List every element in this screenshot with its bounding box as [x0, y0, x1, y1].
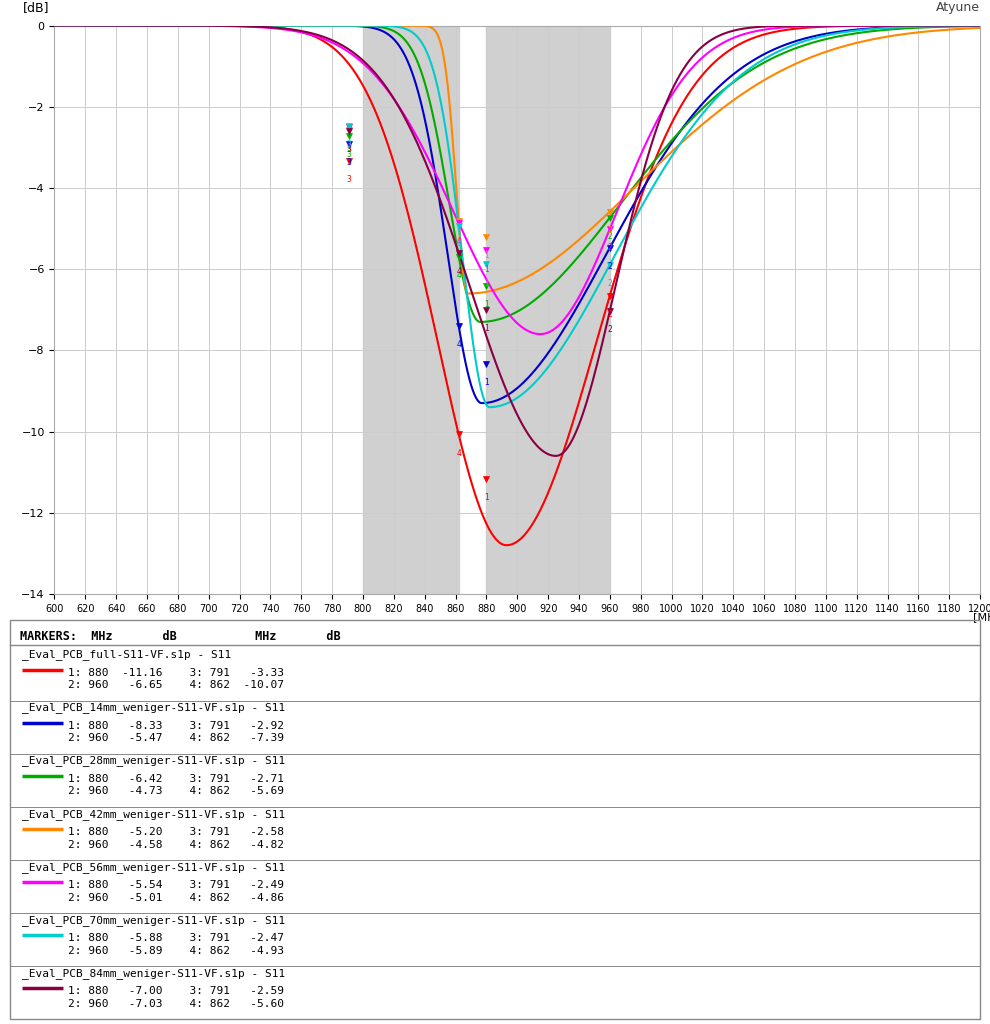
- Text: 2: 2: [608, 309, 612, 318]
- Text: 1: 1: [484, 251, 489, 260]
- Text: _Eval_PCB_56mm_weniger-S11-VF.s1p - S11: _Eval_PCB_56mm_weniger-S11-VF.s1p - S11: [22, 862, 285, 872]
- Text: 1: 880  -11.16    3: 791   -3.33: 1: 880 -11.16 3: 791 -3.33: [68, 668, 284, 678]
- Text: 4: 4: [456, 240, 461, 249]
- Text: 1: 1: [484, 264, 489, 273]
- Text: 1: 880   -7.00    3: 791   -2.59: 1: 880 -7.00 3: 791 -2.59: [68, 986, 284, 996]
- Bar: [486, 26, 610, 594]
- Text: 2: 2: [608, 279, 612, 288]
- Text: Atyune: Atyune: [937, 1, 980, 14]
- Text: 2: 2: [608, 225, 612, 234]
- Text: 3: 3: [346, 159, 351, 167]
- Text: 3: 3: [346, 141, 351, 150]
- Text: 2: 960   -6.65    4: 862  -10.07: 2: 960 -6.65 4: 862 -10.07: [68, 680, 284, 690]
- Text: 1: 880   -8.33    3: 791   -2.92: 1: 880 -8.33 3: 791 -2.92: [68, 721, 284, 731]
- Text: _Eval_PCB_84mm_weniger-S11-VF.s1p - S11: _Eval_PCB_84mm_weniger-S11-VF.s1p - S11: [22, 968, 285, 979]
- Bar: [363, 26, 458, 594]
- Text: 2: 960   -5.47    4: 862   -7.39: 2: 960 -5.47 4: 862 -7.39: [68, 733, 284, 743]
- Text: _Eval_PCB_70mm_weniger-S11-VF.s1p - S11: _Eval_PCB_70mm_weniger-S11-VF.s1p - S11: [22, 914, 285, 926]
- Text: 4: 4: [456, 449, 461, 458]
- X-axis label: [MHz]: [MHz]: [973, 612, 990, 623]
- Text: 1: 1: [484, 324, 489, 333]
- Text: 2: 960   -4.58    4: 862   -4.82: 2: 960 -4.58 4: 862 -4.82: [68, 840, 284, 850]
- Text: 1: 880   -5.20    3: 791   -2.58: 1: 880 -5.20 3: 791 -2.58: [68, 826, 284, 837]
- Text: 1: 880   -6.42    3: 791   -2.71: 1: 880 -6.42 3: 791 -2.71: [68, 774, 284, 783]
- Text: 3: 3: [346, 140, 351, 150]
- Text: 4: 4: [456, 270, 461, 280]
- Text: 2: 960   -5.01    4: 862   -4.86: 2: 960 -5.01 4: 862 -4.86: [68, 893, 284, 902]
- Text: _Eval_PCB_28mm_weniger-S11-VF.s1p - S11: _Eval_PCB_28mm_weniger-S11-VF.s1p - S11: [22, 756, 285, 767]
- Text: 2: 2: [608, 262, 612, 271]
- Text: 2: 2: [608, 326, 612, 334]
- Text: 2: 960   -5.89    4: 862   -4.93: 2: 960 -5.89 4: 862 -4.93: [68, 945, 284, 955]
- Text: [dB]: [dB]: [24, 1, 50, 14]
- Text: 4: 4: [456, 267, 461, 276]
- Text: 2: 960   -4.73    4: 862   -5.69: 2: 960 -4.73 4: 862 -5.69: [68, 786, 284, 797]
- Text: MARKERS:  MHz       dB           MHz       dB: MARKERS: MHz dB MHz dB: [20, 630, 341, 642]
- Text: 1: 880   -5.54    3: 791   -2.49: 1: 880 -5.54 3: 791 -2.49: [68, 880, 284, 890]
- Text: _Eval_PCB_full-S11-VF.s1p - S11: _Eval_PCB_full-S11-VF.s1p - S11: [22, 649, 231, 660]
- Text: 2: 2: [608, 231, 612, 241]
- Text: 4: 4: [456, 340, 461, 349]
- Text: 1: 1: [484, 279, 489, 288]
- Text: _Eval_PCB_14mm_weniger-S11-VF.s1p - S11: _Eval_PCB_14mm_weniger-S11-VF.s1p - S11: [22, 702, 285, 714]
- Text: 3: 3: [346, 175, 351, 184]
- Text: 3: 3: [346, 144, 351, 154]
- Text: 3: 3: [346, 145, 351, 154]
- Text: 1: 1: [484, 300, 489, 309]
- Text: 1: 1: [484, 493, 489, 502]
- Text: 4: 4: [456, 238, 461, 246]
- Text: _Eval_PCB_42mm_weniger-S11-VF.s1p - S11: _Eval_PCB_42mm_weniger-S11-VF.s1p - S11: [22, 809, 285, 819]
- Text: 4: 4: [456, 236, 461, 245]
- Text: 1: 880   -5.88    3: 791   -2.47: 1: 880 -5.88 3: 791 -2.47: [68, 933, 284, 943]
- Text: 2: 960   -7.03    4: 862   -5.60: 2: 960 -7.03 4: 862 -5.60: [68, 998, 284, 1009]
- Text: 3: 3: [346, 150, 351, 159]
- Text: 1: 1: [484, 378, 489, 387]
- Text: 2: 2: [608, 243, 612, 252]
